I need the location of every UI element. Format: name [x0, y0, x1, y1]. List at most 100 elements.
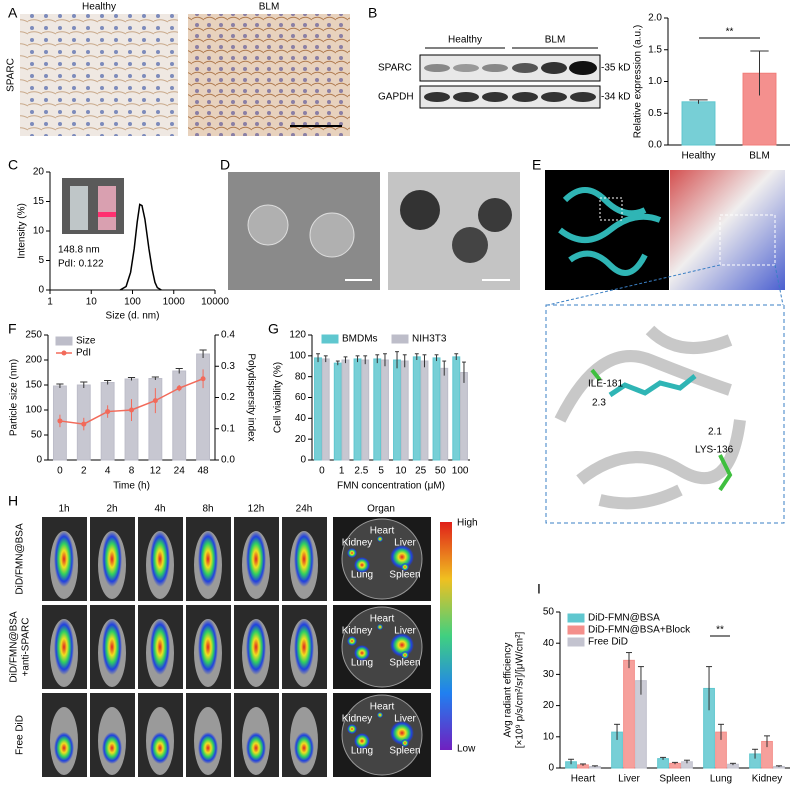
x-tick-label: 10000: [201, 297, 229, 308]
organ-label: Lung: [351, 570, 373, 581]
particle: [247, 204, 289, 246]
docking-label: 2.3: [592, 398, 606, 409]
column-label: 4h: [154, 504, 165, 515]
panel-label: D: [220, 157, 230, 173]
point: [176, 385, 182, 391]
x-tick-label: 2.5: [354, 466, 368, 477]
row-label: DiD/FMN@BSA: [15, 523, 26, 595]
fluorescence: [54, 531, 74, 587]
legend-swatch: [61, 350, 67, 356]
fluorescence: [102, 732, 122, 764]
group-label: Healthy: [448, 35, 482, 46]
bar: [440, 367, 449, 461]
y-tick-label: 40: [295, 413, 307, 424]
panel-label: E: [532, 157, 541, 173]
organ-label: Lung: [351, 658, 373, 669]
y2-tick-label: 0.3: [221, 361, 235, 372]
y-tick-label: 120: [289, 330, 306, 341]
fluorescence: [102, 531, 122, 587]
inset-label: 148.8 nm: [58, 245, 100, 256]
organ-plate: [341, 694, 423, 776]
organ-signal: [377, 624, 383, 630]
particle: [400, 190, 440, 230]
ribbon: [558, 187, 662, 276]
x-tick-label: Lung: [710, 774, 732, 785]
significance: **: [726, 27, 734, 38]
histology-image: [188, 14, 350, 136]
colorbar-label: High: [457, 518, 478, 529]
bands: [424, 61, 597, 102]
legend-label: DiD-FMN@BSA+Block: [588, 625, 691, 636]
panel-label: I: [537, 581, 541, 597]
bar: [412, 356, 421, 461]
organ-signal: [347, 548, 357, 558]
organ-signal: [354, 645, 370, 661]
bar: [623, 659, 635, 769]
x-label: FMN concentration (μM): [337, 481, 445, 492]
organ-plate: [341, 518, 423, 600]
fluorescence: [150, 732, 170, 764]
bar: [420, 360, 429, 461]
blot: [419, 85, 601, 109]
y-tick-label: 200: [25, 355, 42, 366]
bar: [657, 758, 669, 769]
x-tick-label: 1: [339, 466, 345, 477]
x-tick-label: 0: [57, 466, 63, 477]
column-label: 12h: [248, 504, 265, 515]
row-label: SPARC: [378, 63, 412, 74]
panel-label: B: [368, 5, 377, 21]
y-label: Cell viability (%): [273, 362, 284, 433]
y-tick-label: 20: [543, 700, 555, 711]
y-tick-label: 60: [295, 392, 307, 403]
fluorescence: [246, 732, 266, 764]
organ-label: Heart: [370, 702, 395, 713]
legend-label: Free DiD: [588, 637, 628, 648]
organ-label: Spleen: [389, 746, 420, 757]
docking-label: LYS-136: [695, 445, 734, 456]
y-label: Relative expression (a.u.): [633, 25, 644, 138]
y-tick-label: 250: [25, 330, 42, 341]
fluorescence: [198, 531, 218, 587]
docking-label: ILE-181: [588, 379, 623, 390]
vial: [98, 186, 116, 230]
x-tick-label: 5: [378, 466, 384, 477]
fluorescence: [246, 531, 266, 587]
x-tick-label: 24: [174, 466, 186, 477]
organ-signal: [401, 563, 409, 571]
x-tick-label: 100: [452, 466, 469, 477]
bar: [681, 101, 716, 146]
size-label: -34 kD: [601, 92, 630, 103]
organ-signal: [354, 557, 370, 573]
legend-swatch: [567, 625, 585, 635]
y2-tick-label: 0.1: [221, 423, 235, 434]
y-tick-label: 50: [31, 430, 43, 441]
zoom-box: [599, 197, 623, 221]
bar: [321, 358, 330, 461]
curve: [119, 203, 162, 291]
fluorescence: [294, 619, 314, 675]
bar: [172, 370, 187, 461]
y-tick-label: 150: [25, 380, 42, 391]
fluorescence: [150, 619, 170, 675]
colorbar-label: Low: [457, 744, 476, 755]
size-label: -35 kD: [601, 63, 630, 74]
point: [152, 398, 158, 404]
column-label: 24h: [296, 504, 313, 515]
panel-label: F: [8, 321, 17, 337]
organ-signal: [390, 633, 414, 657]
x-tick-label: 2: [81, 466, 87, 477]
significance: **: [716, 625, 724, 636]
y-tick-label: 0.5: [648, 108, 662, 119]
organ-label: Liver: [394, 538, 416, 549]
ligand: [608, 374, 697, 398]
organ-label: Spleen: [389, 658, 420, 669]
legend-swatch: [567, 613, 585, 623]
docking-label: 2.1: [708, 427, 722, 438]
fluorescence: [198, 619, 218, 675]
organ-signal: [390, 721, 414, 745]
row-label: Free DiD: [15, 715, 26, 755]
x-tick-label: BLM: [749, 151, 770, 162]
organ-label: Spleen: [389, 570, 420, 581]
electrostatic-surface: [670, 170, 785, 290]
column-label: 2h: [106, 504, 117, 515]
